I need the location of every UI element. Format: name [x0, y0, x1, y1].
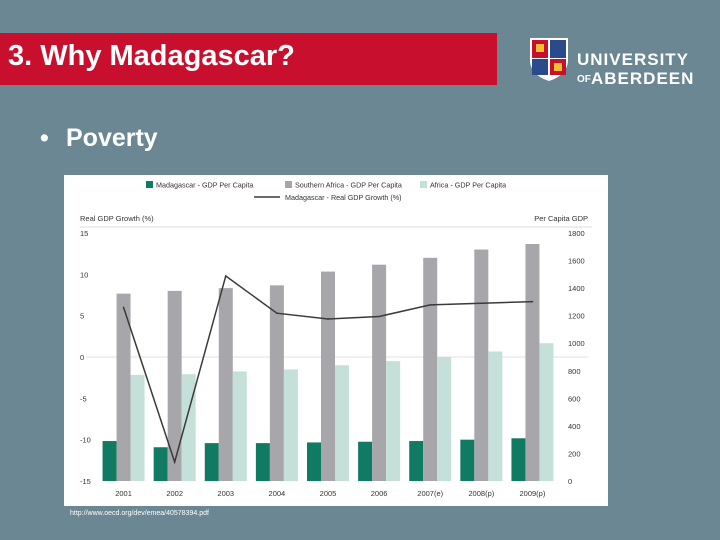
logo-aberdeen: ABERDEEN [591, 69, 695, 88]
bar [218, 288, 233, 481]
x-tick-label: 2006 [371, 489, 388, 498]
growth-point [429, 304, 432, 306]
logo-university: UNIVERSITY [577, 50, 690, 69]
title-bar [0, 33, 497, 85]
y-tick-label: 15 [80, 229, 88, 238]
legend-swatch [285, 181, 292, 188]
bar [167, 290, 182, 481]
bar [511, 438, 526, 481]
legend-label: Madagascar - GDP Per Capita [156, 181, 253, 190]
legend-label: Africa - GDP Per Capita [430, 181, 506, 190]
bar [116, 293, 131, 481]
growth-point [480, 302, 483, 305]
bar [539, 343, 554, 481]
y2-tick-label: 1400 [568, 284, 585, 293]
legend-swatch [420, 181, 427, 188]
crest-icon [530, 38, 568, 81]
bar [423, 257, 438, 481]
chart-panel: Madagascar - GDP Per Capita Southern Afri… [64, 175, 608, 506]
x-tick-label: 2009(p) [520, 489, 546, 498]
bar [409, 441, 424, 481]
growth-point [173, 461, 176, 463]
x-tick-label: 2007(e) [417, 489, 443, 498]
x-tick-label: 2001 [115, 489, 132, 498]
y-tick-label: 5 [80, 312, 84, 321]
university-logo: UNIVERSITY OF ABERDEEN [528, 22, 713, 92]
x-tick-label: 2002 [166, 489, 183, 498]
bar [204, 443, 219, 481]
bar [386, 361, 401, 481]
bar [232, 371, 247, 481]
y2-tick-label: 1000 [568, 339, 585, 348]
y-axis-label: Real GDP Growth (%) [80, 214, 154, 223]
slide-title: 3. Why Madagascar? [8, 40, 295, 72]
y-tick-label: 10 [80, 270, 88, 279]
bar [255, 443, 270, 481]
x-tick-label: 2005 [320, 489, 337, 498]
x-tick-label: 2003 [217, 489, 234, 498]
y2-tick-label: 1800 [568, 229, 585, 238]
y2-tick-label: 0 [568, 477, 572, 486]
legend-swatch [146, 181, 153, 188]
x-tick-label: 2004 [269, 489, 286, 498]
growth-point [378, 315, 380, 318]
source-link[interactable]: http://www.oecd.org/dev/emea/40578394.pd… [70, 510, 209, 517]
bar [525, 244, 540, 481]
bullet-item: • Poverty [40, 124, 158, 153]
y2-tick-label: 400 [568, 422, 581, 431]
bar [460, 439, 475, 481]
legend-label: Southern Africa - GDP Per Capita [295, 181, 402, 190]
y2-tick-label: 200 [568, 449, 581, 458]
growth-line [122, 274, 534, 465]
growth-point [531, 300, 534, 303]
logo-of: OF [577, 74, 591, 85]
bar [488, 351, 503, 481]
legend-label: Madagascar - Real GDP Growth (%) [285, 193, 402, 202]
y2-tick-label: 800 [568, 367, 581, 376]
y-tick-label: -15 [80, 477, 91, 486]
gdp-chart: Madagascar - GDP Per Capita Southern Afri… [80, 181, 592, 498]
x-tick-label: 2008(p) [468, 489, 494, 498]
legend: Madagascar - GDP Per Capita Southern Afri… [146, 181, 506, 202]
bullet-text: Poverty [66, 124, 158, 152]
y2-tick-label: 1200 [568, 312, 585, 321]
bar [283, 369, 298, 481]
bar [474, 249, 489, 481]
ticks: 15 10 5 0 -5 -10 -15 1800 1600 1400 1200 1000 800 600… [80, 229, 585, 498]
growth-point [224, 275, 227, 277]
y2-axis-label: Per Capita GDP [534, 214, 588, 223]
bar [335, 365, 349, 481]
bar [372, 264, 387, 481]
y-tick-label: 0 [80, 353, 84, 362]
bar [130, 374, 145, 481]
bar [153, 447, 168, 481]
y-tick-label: -10 [80, 436, 91, 445]
bullet-icon: • [40, 124, 49, 152]
bar [269, 285, 284, 481]
y2-tick-label: 1600 [568, 257, 585, 266]
bar [102, 441, 117, 481]
bars [102, 244, 554, 481]
bar [307, 442, 321, 481]
bar [321, 271, 335, 481]
y-tick-label: -5 [80, 394, 87, 403]
y2-tick-label: 600 [568, 394, 581, 403]
bar [358, 441, 373, 481]
growth-point [276, 312, 278, 314]
growth-point [327, 318, 329, 320]
bar [437, 357, 452, 481]
growth-point [122, 306, 125, 309]
